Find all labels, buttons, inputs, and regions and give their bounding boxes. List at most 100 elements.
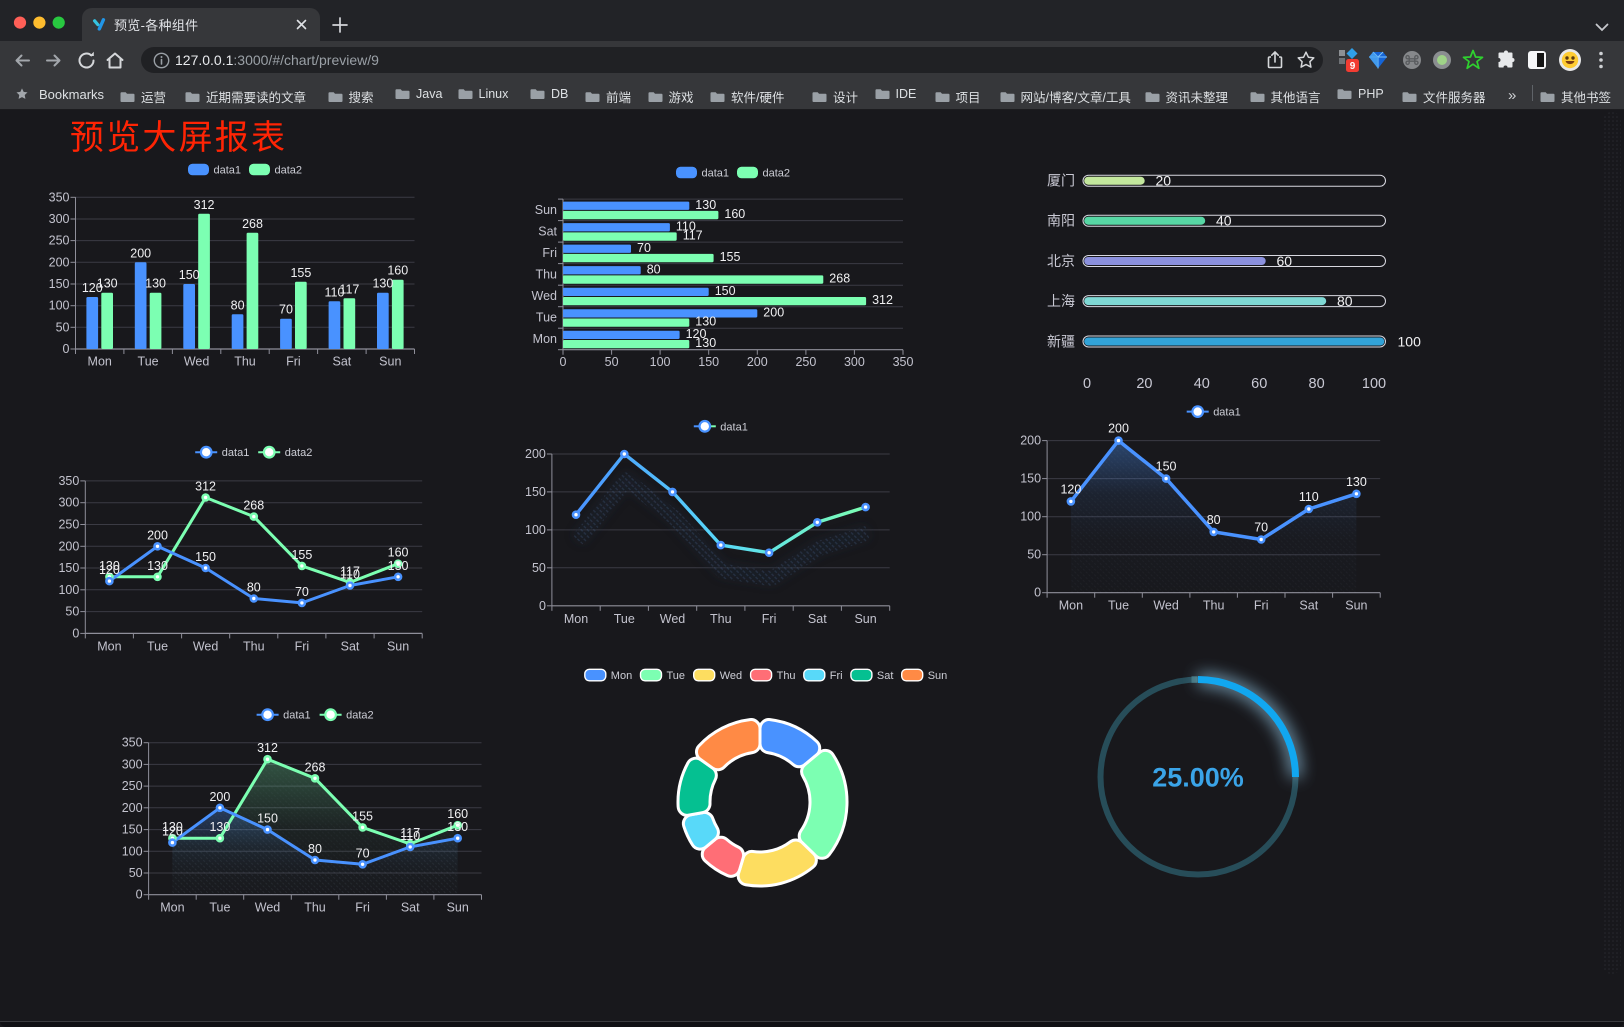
- svg-text:160: 160: [447, 807, 468, 821]
- svg-text:200: 200: [747, 355, 768, 369]
- svg-text:50: 50: [605, 355, 619, 369]
- svg-text:上海: 上海: [1047, 293, 1075, 309]
- svg-text:312: 312: [257, 741, 278, 755]
- svg-text:0: 0: [63, 342, 70, 356]
- svg-text:130: 130: [695, 315, 716, 329]
- svg-text:155: 155: [720, 250, 741, 264]
- svg-text:268: 268: [829, 272, 850, 286]
- svg-text:150: 150: [122, 823, 143, 837]
- svg-text:Wed: Wed: [660, 612, 686, 626]
- svg-text:Wed: Wed: [532, 289, 558, 303]
- svg-text:Tue: Tue: [147, 639, 168, 653]
- svg-text:Mon: Mon: [564, 612, 588, 626]
- svg-text:150: 150: [715, 284, 736, 298]
- svg-text:Sun: Sun: [387, 639, 409, 653]
- svg-text:80: 80: [247, 581, 261, 595]
- svg-text:250: 250: [49, 234, 70, 248]
- svg-text:25.00%: 25.00%: [1152, 763, 1244, 793]
- svg-text:250: 250: [58, 518, 79, 532]
- svg-text:80: 80: [308, 842, 322, 856]
- svg-text:150: 150: [1020, 472, 1041, 486]
- svg-text:厦门: 厦门: [1047, 173, 1075, 189]
- svg-text:Mon: Mon: [611, 670, 632, 682]
- svg-text:250: 250: [795, 355, 816, 369]
- svg-text:200: 200: [763, 305, 784, 319]
- svg-text:350: 350: [58, 474, 79, 488]
- svg-text:350: 350: [122, 736, 143, 750]
- svg-text:80: 80: [231, 298, 245, 312]
- svg-text:60: 60: [1251, 376, 1267, 392]
- svg-text:80: 80: [1309, 376, 1325, 392]
- svg-text:70: 70: [295, 585, 309, 599]
- svg-text:312: 312: [872, 293, 893, 307]
- svg-text:Sun: Sun: [928, 670, 948, 682]
- svg-text:Mon: Mon: [1059, 599, 1083, 613]
- svg-text:0: 0: [72, 626, 79, 640]
- svg-text:data2: data2: [275, 165, 303, 177]
- svg-text:Thu: Thu: [304, 901, 326, 915]
- svg-text:200: 200: [1108, 422, 1129, 436]
- svg-text:100: 100: [1398, 334, 1422, 350]
- svg-text:Thu: Thu: [1203, 599, 1225, 613]
- svg-text:Thu: Thu: [710, 612, 732, 626]
- svg-text:Tue: Tue: [667, 670, 686, 682]
- svg-text:50: 50: [129, 866, 143, 880]
- svg-text:9: 9: [1350, 61, 1356, 72]
- svg-text:80: 80: [1207, 513, 1221, 527]
- svg-text:Sun: Sun: [379, 355, 401, 369]
- svg-text:268: 268: [243, 499, 264, 513]
- svg-text:268: 268: [305, 760, 326, 774]
- svg-text:Wed: Wed: [1153, 599, 1179, 613]
- svg-text:120: 120: [162, 825, 183, 839]
- svg-text:350: 350: [49, 190, 70, 204]
- svg-text:130: 130: [447, 820, 468, 834]
- svg-text:130: 130: [209, 820, 230, 834]
- svg-text:Wed: Wed: [255, 901, 281, 915]
- svg-text:150: 150: [58, 561, 79, 575]
- svg-text:350: 350: [893, 355, 914, 369]
- svg-text:Fri: Fri: [762, 612, 777, 626]
- svg-text:150: 150: [257, 812, 278, 826]
- svg-text:130: 130: [97, 277, 118, 291]
- svg-text:70: 70: [279, 303, 293, 317]
- svg-text:Fri: Fri: [286, 355, 301, 369]
- svg-text:0: 0: [1083, 376, 1091, 392]
- svg-text:130: 130: [162, 820, 183, 834]
- svg-text:Tue: Tue: [536, 311, 557, 325]
- svg-text:100: 100: [58, 583, 79, 597]
- svg-text:50: 50: [532, 561, 546, 575]
- svg-text:110: 110: [340, 568, 360, 582]
- svg-text:120: 120: [1060, 482, 1081, 496]
- svg-text:155: 155: [290, 266, 311, 280]
- svg-text:Thu: Thu: [243, 639, 265, 653]
- svg-text:0: 0: [539, 599, 546, 613]
- svg-text:南阳: 南阳: [1047, 213, 1075, 229]
- svg-text:150: 150: [179, 268, 200, 282]
- svg-text:Sun: Sun: [447, 901, 469, 915]
- svg-text:70: 70: [637, 241, 651, 255]
- svg-text:0: 0: [136, 888, 143, 902]
- svg-text:40: 40: [1194, 376, 1210, 392]
- svg-text:150: 150: [1156, 460, 1177, 474]
- svg-text:Sat: Sat: [538, 225, 557, 239]
- svg-text:0: 0: [1034, 586, 1041, 600]
- svg-text:200: 200: [525, 447, 546, 461]
- svg-text:160: 160: [387, 264, 408, 278]
- svg-text:117: 117: [683, 229, 703, 243]
- svg-text:200: 200: [130, 246, 151, 260]
- svg-text:data1: data1: [283, 710, 311, 722]
- svg-text:50: 50: [56, 320, 70, 334]
- svg-text:Sat: Sat: [877, 670, 894, 682]
- svg-text:Sun: Sun: [854, 612, 876, 626]
- svg-text:data1: data1: [702, 168, 730, 180]
- svg-text:300: 300: [844, 355, 865, 369]
- svg-text:160: 160: [388, 546, 409, 560]
- svg-text:200: 200: [147, 528, 168, 542]
- svg-text:100: 100: [650, 355, 671, 369]
- svg-text:Thu: Thu: [234, 355, 256, 369]
- svg-text:130: 130: [695, 336, 716, 350]
- svg-text:150: 150: [49, 277, 70, 291]
- svg-text:0: 0: [560, 355, 567, 369]
- svg-text:110: 110: [325, 285, 345, 299]
- svg-text:新疆: 新疆: [1047, 334, 1075, 350]
